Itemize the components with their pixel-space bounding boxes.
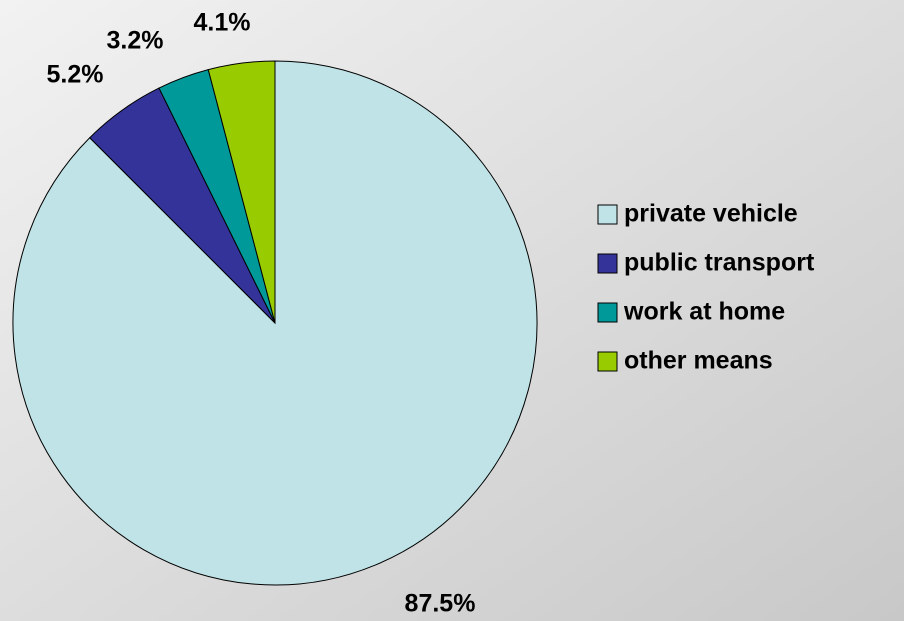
legend-swatch [597, 302, 618, 323]
legend-label: private vehicle [624, 200, 798, 228]
data-label: 5.2% [47, 61, 104, 89]
pie-slice [207, 60, 276, 324]
legend-label: other means [624, 347, 773, 375]
legend-swatch [597, 351, 618, 372]
legend-swatch [597, 204, 618, 225]
legend-label: work at home [623, 298, 785, 326]
data-label: 4.1% [194, 9, 251, 37]
legend-swatch [597, 253, 618, 274]
data-label: 3.2% [107, 27, 164, 55]
data-label: 87.5% [405, 590, 476, 618]
legend-label: public transport [624, 249, 815, 277]
